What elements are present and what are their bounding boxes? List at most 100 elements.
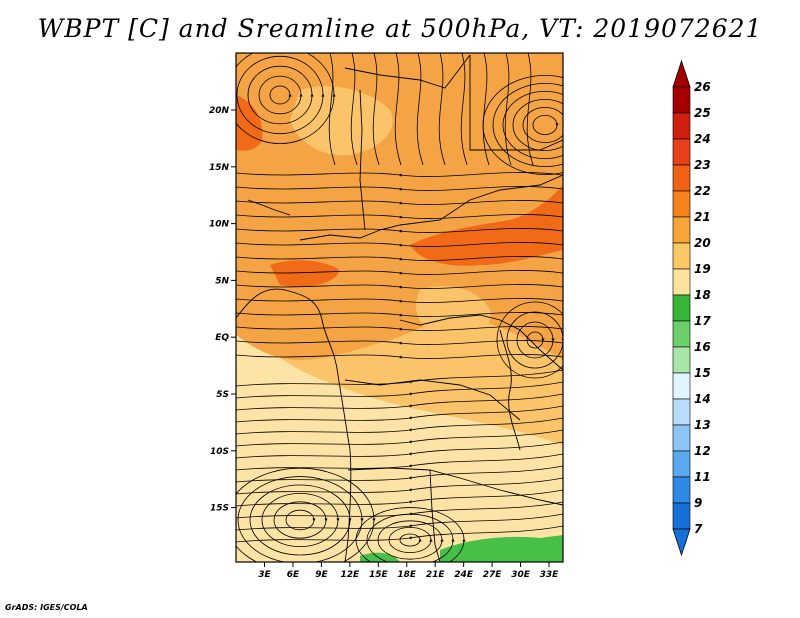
streamline: [236, 256, 563, 261]
streamline: [249, 484, 352, 556]
plot-frame: [235, 52, 564, 563]
colorbar-label: 20: [694, 236, 711, 250]
colorbar-top-arrow: [672, 59, 691, 88]
streamline: [273, 501, 328, 539]
border-namibia: [347, 467, 563, 506]
streamline: [492, 83, 563, 167]
streamline: [512, 99, 563, 151]
streamline: [350, 53, 358, 166]
streamline: [236, 242, 563, 247]
streamline: [504, 53, 512, 166]
streamline: [236, 354, 563, 359]
colorbar-label: 26: [694, 80, 711, 94]
colorbar-segment: [672, 138, 691, 166]
chart-title: WBPT [C] and Sreamline at 500hPa, VT: 20…: [37, 14, 763, 43]
streamline: [328, 53, 336, 166]
streamline: [394, 53, 402, 166]
streamline: [247, 65, 314, 125]
colorbar-segment: [672, 216, 691, 244]
lat-tick-label: 5S: [216, 390, 229, 400]
lon-tick-label: 21E: [426, 570, 446, 580]
streamline: [236, 489, 563, 507]
lat-tick-label: 15N: [209, 163, 230, 173]
streamline: [237, 476, 364, 562]
lat-tick-label: 10S: [210, 447, 229, 457]
streamline: [236, 465, 563, 483]
streamline: [236, 200, 563, 205]
colorbar-segment: [672, 502, 691, 530]
streamline: [502, 91, 563, 159]
streamline: [236, 270, 563, 275]
streamline: [236, 186, 563, 191]
streamline: [532, 115, 559, 135]
colorbar-segment: [672, 164, 691, 192]
streamline: [236, 525, 563, 543]
lon-tick-label: 27E: [483, 570, 503, 580]
colorbar-label: 18: [694, 288, 711, 302]
colorbar: 26 25 24 23 22 21 20 19 18 17 16 15 14 13 12 11 9 7: [672, 59, 711, 557]
streamline: [236, 284, 563, 289]
lat-tick-label: 15S: [210, 504, 229, 514]
colorbar-segment: [672, 320, 691, 348]
streamline: [236, 326, 563, 331]
streamline: [236, 381, 563, 399]
streamline: [236, 298, 563, 303]
streamline: [388, 527, 433, 553]
streamline: [236, 228, 563, 233]
colorbar-label: 15: [694, 366, 711, 380]
streamline: [261, 493, 340, 547]
streamline: [516, 321, 555, 359]
colorbar-segment: [672, 476, 691, 504]
colorbar-label: 17: [694, 314, 711, 328]
lon-tick-label: 30E: [511, 570, 531, 580]
colorbar-label: 25: [694, 106, 711, 120]
streamline: [285, 509, 316, 531]
streamline: [526, 331, 545, 349]
lat-tick-label: 5N: [215, 276, 229, 286]
border-drc: [399, 314, 563, 371]
lon-tick-label: 3E: [258, 570, 271, 580]
streamline: [236, 441, 563, 459]
lon-tick-label: 33E: [540, 570, 560, 580]
streamline: [438, 53, 446, 166]
colorbar-segment: [672, 424, 691, 452]
streamline: [236, 477, 563, 495]
streamline: [506, 311, 563, 369]
lon-tick-label: 6E: [287, 570, 300, 580]
colorbar-label: 23: [694, 158, 711, 172]
streamline: [372, 53, 380, 166]
border-central: [299, 174, 563, 241]
border-sudan: [469, 55, 563, 151]
streamline: [236, 453, 563, 471]
lon-tick-label: 15E: [369, 570, 389, 580]
lat-tick-label: EQ: [215, 333, 229, 343]
lon-tick-label: 24E: [454, 570, 474, 580]
colorbar-bottom-arrow: [672, 528, 691, 557]
rift-lakes: [499, 329, 521, 451]
colorbar-label: 7: [694, 522, 703, 536]
colorbar-segment: [672, 112, 691, 140]
streamline: [236, 214, 563, 219]
lon-tick-label: 12E: [341, 570, 361, 580]
colorbar-segment: [672, 190, 691, 218]
colorbar-segment: [672, 372, 691, 400]
border-sahel: [344, 54, 471, 89]
streamline: [269, 85, 292, 105]
lon-tick-label: 18E: [397, 570, 417, 580]
streamline: [399, 533, 422, 547]
streamline: [496, 301, 563, 379]
colorbar-label: 11: [694, 470, 711, 484]
orange-fill: [236, 53, 563, 360]
lon-tick-label: 9E: [315, 570, 328, 580]
streamline: [236, 417, 563, 435]
streamline: [236, 393, 563, 411]
lat-tick-label: 20N: [209, 106, 230, 116]
lat-tick-label: 10N: [209, 220, 230, 230]
wbpt-shading: [236, 53, 563, 562]
streamline: [236, 429, 563, 447]
colorbar-segment: [672, 294, 691, 322]
longitude-axis: 3E 6E 9E 12E 15E 18E 21E 24E 27E 30E 33E: [258, 562, 559, 580]
streamline: [236, 340, 563, 345]
streamline: [355, 507, 466, 562]
